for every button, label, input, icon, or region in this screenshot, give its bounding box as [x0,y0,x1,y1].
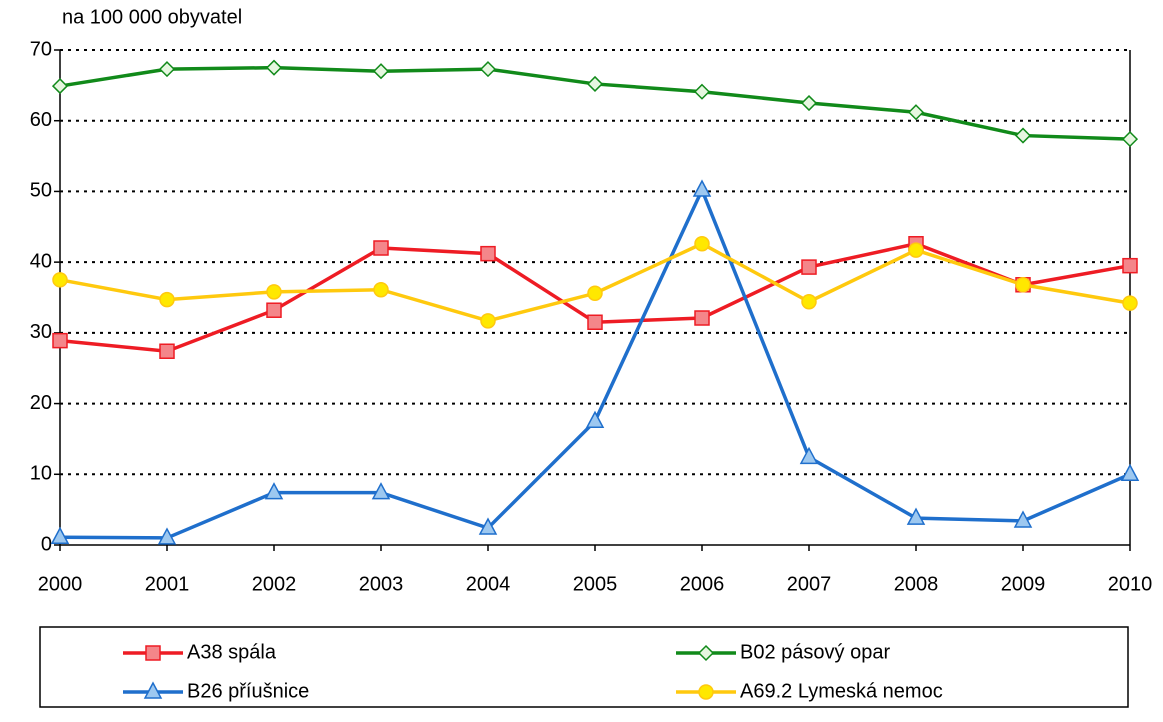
point [1013,510,1033,528]
point [371,482,391,500]
x-tick-label: 2008 [894,573,939,595]
point [585,410,605,428]
point [479,61,497,78]
point [800,94,818,112]
x-tick-label: 2007 [787,573,832,595]
legend-marker [698,684,714,700]
point [157,527,177,545]
point [266,302,282,318]
legend-label: A69.2 Lymeská nemoc [740,680,943,702]
point [480,245,496,262]
x-tick-label: 2006 [680,573,725,595]
point [480,313,496,329]
legend-box [39,626,1129,708]
point [1015,277,1031,293]
point [907,104,925,121]
point [586,75,604,93]
point [908,242,924,258]
point [1122,257,1138,274]
point [692,179,712,197]
x-tick-label: 2000 [38,573,83,595]
legend-marker [697,644,715,662]
point [159,343,175,359]
point [799,446,819,465]
legend-label: B26 příušnice [187,680,309,702]
legend-marker [143,681,163,699]
point [51,78,69,95]
point [694,310,710,326]
y-tick-label: 30 [30,321,52,343]
point [694,236,710,252]
point [1122,295,1138,311]
point [372,63,390,80]
point [801,293,817,310]
point [1120,463,1140,482]
point [52,332,68,349]
y-tick-label: 50 [30,180,52,202]
point [478,517,498,535]
x-tick-label: 2010 [1108,573,1153,595]
legend-marker [145,645,161,661]
point [158,61,176,78]
point [50,526,70,544]
point [587,314,603,330]
point [265,59,283,76]
y-tick-label: 0 [41,533,52,555]
point [693,83,711,100]
y-tick-label: 40 [30,250,52,272]
y-tick-label: 10 [30,463,52,485]
series-line [59,241,1131,323]
y-axis-label: na 100 000 obyvatel [62,6,242,28]
x-tick-label: 2004 [466,573,511,595]
point [1014,127,1032,144]
legend-label: A38 spála [187,641,277,663]
point [587,285,603,302]
point [52,272,68,288]
x-tick-label: 2002 [252,573,297,595]
point [266,284,282,300]
point [801,259,817,275]
point [373,240,389,256]
y-tick-label: 60 [30,109,52,131]
point [906,507,926,525]
x-tick-label: 2005 [573,573,618,595]
point [373,281,389,298]
point [264,482,284,500]
point [1121,131,1139,148]
series-line [59,185,1131,540]
x-tick-label: 2001 [145,573,190,595]
x-tick-label: 2009 [1001,573,1046,595]
x-tick-label: 2003 [359,573,404,595]
y-tick-label: 20 [30,392,52,414]
legend-label: B02 pásový opar [740,641,890,663]
point [159,291,175,308]
y-tick-label: 70 [30,38,52,60]
